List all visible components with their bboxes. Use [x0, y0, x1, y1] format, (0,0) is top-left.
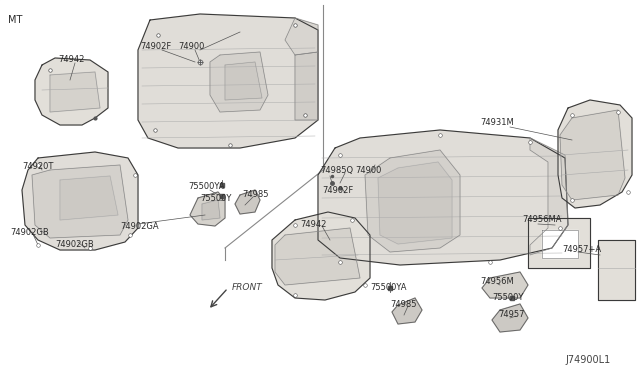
Text: 75500YA: 75500YA — [370, 283, 406, 292]
Polygon shape — [202, 200, 220, 220]
Text: 74956MA: 74956MA — [522, 215, 561, 224]
Text: FRONT: FRONT — [232, 283, 263, 292]
Text: 74902GB: 74902GB — [55, 240, 93, 249]
Polygon shape — [392, 298, 422, 324]
Text: 75500Y: 75500Y — [200, 194, 232, 203]
Polygon shape — [138, 14, 318, 148]
Polygon shape — [35, 58, 108, 125]
Text: 75500Y: 75500Y — [492, 293, 524, 302]
Text: 74902GB: 74902GB — [10, 228, 49, 237]
Text: 74985Q: 74985Q — [320, 166, 353, 175]
Polygon shape — [22, 152, 138, 250]
Polygon shape — [60, 176, 118, 220]
Polygon shape — [235, 190, 260, 214]
Polygon shape — [482, 272, 528, 298]
Polygon shape — [492, 304, 528, 332]
Text: 74900: 74900 — [178, 42, 204, 51]
Text: 74902F: 74902F — [140, 42, 172, 51]
Text: 74902GA: 74902GA — [120, 222, 159, 231]
Polygon shape — [225, 62, 262, 100]
Text: 74942: 74942 — [58, 55, 84, 64]
Polygon shape — [272, 212, 370, 300]
Polygon shape — [210, 52, 268, 112]
Text: 74985: 74985 — [242, 190, 269, 199]
Text: 74920T: 74920T — [22, 162, 53, 171]
Polygon shape — [560, 110, 625, 200]
Polygon shape — [528, 218, 590, 268]
Polygon shape — [530, 138, 568, 255]
Polygon shape — [318, 130, 568, 265]
Text: MT: MT — [8, 15, 22, 25]
Text: 74902F: 74902F — [322, 186, 353, 195]
Text: 74957+A: 74957+A — [562, 245, 601, 254]
Polygon shape — [32, 165, 128, 238]
Text: 74985: 74985 — [390, 300, 417, 309]
Polygon shape — [295, 52, 318, 120]
Text: 75500YA: 75500YA — [188, 182, 225, 191]
Polygon shape — [378, 162, 452, 244]
Polygon shape — [285, 18, 318, 55]
Polygon shape — [542, 230, 578, 258]
Text: 74900: 74900 — [355, 166, 381, 175]
Polygon shape — [275, 228, 360, 285]
Polygon shape — [558, 100, 632, 208]
Polygon shape — [365, 150, 460, 252]
Polygon shape — [190, 192, 225, 226]
Text: 74957: 74957 — [498, 310, 525, 319]
Polygon shape — [598, 240, 635, 300]
Text: 74931M: 74931M — [480, 118, 514, 127]
Text: 74956M: 74956M — [480, 277, 514, 286]
Polygon shape — [50, 72, 100, 112]
Text: J74900L1: J74900L1 — [565, 355, 611, 365]
Text: 74942: 74942 — [300, 220, 326, 229]
